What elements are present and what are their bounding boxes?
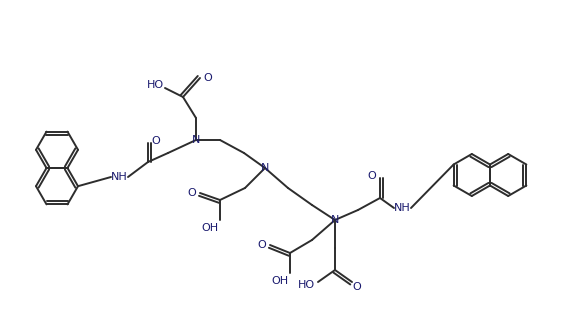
Text: N: N — [192, 135, 200, 145]
Text: HO: HO — [298, 280, 315, 290]
Text: N: N — [331, 215, 339, 225]
Text: NH: NH — [110, 172, 127, 182]
Text: NH: NH — [393, 203, 410, 213]
Text: O: O — [152, 136, 160, 146]
Text: O: O — [204, 73, 212, 83]
Text: O: O — [187, 188, 196, 198]
Text: HO: HO — [147, 80, 164, 90]
Text: O: O — [368, 171, 376, 181]
Text: O: O — [258, 240, 267, 250]
Text: OH: OH — [272, 276, 289, 286]
Text: O: O — [353, 282, 361, 292]
Text: OH: OH — [201, 223, 218, 233]
Text: N: N — [261, 163, 269, 173]
